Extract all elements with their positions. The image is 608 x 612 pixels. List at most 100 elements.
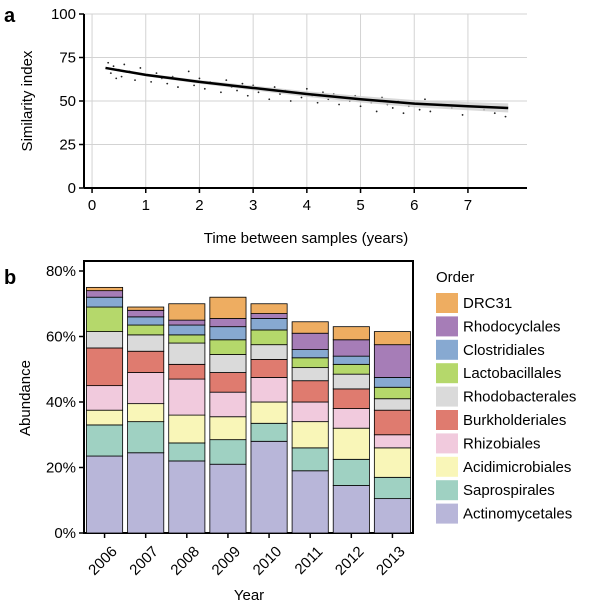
- bar-segment: [291, 380, 329, 403]
- bar-segment: [209, 439, 247, 465]
- data-point: [166, 82, 169, 85]
- bar-segment: [332, 355, 370, 365]
- data-point: [150, 80, 153, 83]
- legend-label: DRC31: [463, 295, 512, 312]
- bar-segment: [127, 421, 165, 454]
- bar-segment: [250, 377, 288, 403]
- bar-segment: [127, 350, 165, 373]
- panel-b-label: b: [4, 267, 16, 289]
- legend-swatch: [436, 433, 458, 454]
- bar-segment: [86, 347, 124, 387]
- data-point: [375, 110, 378, 113]
- bar-segment: [332, 427, 370, 460]
- data-point: [225, 79, 228, 82]
- bar-segment: [127, 334, 165, 352]
- bar-segment: [168, 342, 206, 365]
- panel-a-ylabel: Similarity index: [19, 50, 36, 151]
- data-point: [203, 87, 206, 90]
- y-tick-label: 0%: [54, 525, 76, 542]
- bar-segment: [332, 326, 370, 341]
- bar-segment: [332, 373, 370, 390]
- legend-swatch: [436, 456, 458, 477]
- legend-swatch: [436, 503, 458, 524]
- data-point: [177, 86, 179, 88]
- bar-segment: [168, 319, 206, 326]
- bar-segment: [373, 409, 411, 436]
- data-point: [139, 67, 142, 69]
- panel-a-label: a: [4, 5, 16, 27]
- bar-segment: [86, 331, 124, 349]
- y-tick-label: 80%: [46, 263, 76, 280]
- bar-segment: [332, 388, 370, 409]
- data-point: [257, 91, 260, 94]
- data-point: [236, 89, 238, 92]
- data-point: [109, 72, 112, 75]
- legend-swatch: [436, 386, 458, 407]
- bar-segment: [332, 458, 370, 486]
- data-point: [305, 87, 308, 90]
- bar-segment: [250, 440, 288, 534]
- panel-a-xlabel: Time between samples (years): [204, 230, 409, 247]
- bar-segment: [373, 476, 411, 500]
- data-point: [424, 98, 426, 101]
- legend-label: Saprospirales: [463, 482, 555, 499]
- bar-segment: [291, 357, 329, 369]
- bar-segment: [127, 324, 165, 336]
- x-tick-label: 2006: [85, 543, 121, 579]
- panel-a-scatter: 0 1 2 3 4 5 6 7 0 25 50 75 100: [51, 6, 527, 214]
- bar-segment: [168, 442, 206, 462]
- bar-segment: [373, 344, 411, 378]
- bar-segment: [86, 409, 124, 426]
- bar-segment: [168, 414, 206, 444]
- x-tick-label: 1: [142, 197, 150, 214]
- data-point: [187, 70, 190, 73]
- panel-b-stacked-bar: 2006 2007 2008 2009 2010 2011 2012 2013 0% 20% 40%…: [46, 260, 414, 579]
- bar-segment: [127, 316, 165, 326]
- bar-segment: [250, 344, 288, 360]
- bar-segment: [291, 349, 329, 359]
- bar-segment: [86, 290, 124, 298]
- bar-segment: [291, 367, 329, 382]
- bar-segment: [250, 422, 288, 442]
- legend-swatch: [436, 293, 458, 313]
- x-tick-label: 2: [195, 197, 203, 214]
- data-point: [120, 75, 123, 78]
- bar-segment: [291, 321, 329, 334]
- bar-segment: [250, 359, 288, 378]
- data-point: [300, 96, 303, 99]
- bar-segment: [291, 470, 329, 534]
- bar-segment: [209, 296, 247, 319]
- x-tick-label: 5: [356, 197, 364, 214]
- bar-segment: [209, 318, 247, 328]
- x-tick-label: 2012: [332, 543, 368, 579]
- bar-segment: [291, 401, 329, 423]
- data-point: [391, 107, 394, 109]
- bar-segment: [332, 485, 370, 534]
- bar-segment: [250, 313, 288, 319]
- bar-segment: [86, 306, 124, 332]
- data-point: [338, 103, 340, 106]
- bar-segment: [168, 460, 206, 534]
- bar-segment: [127, 403, 165, 423]
- legend-title: Order: [436, 269, 474, 286]
- x-tick-label: 2011: [292, 543, 327, 578]
- x-tick-label: 0: [88, 197, 96, 214]
- bar-segment: [209, 463, 247, 534]
- bar-segment: [373, 434, 411, 449]
- bar-segment: [86, 455, 124, 534]
- data-point: [155, 72, 158, 75]
- bar-segment: [168, 324, 206, 336]
- x-tick-label: 7: [464, 197, 472, 214]
- data-point: [115, 77, 118, 80]
- data-point: [134, 79, 136, 82]
- panel-b-xlabel: Year: [234, 587, 264, 604]
- legend-swatch: [436, 410, 458, 430]
- bar-segment: [86, 385, 124, 411]
- data-point: [241, 82, 244, 85]
- data-point: [268, 98, 271, 101]
- y-tick-label: 40%: [46, 394, 76, 411]
- x-tick-label: 6: [410, 197, 418, 214]
- legend-label: Acidimicrobiales: [463, 459, 571, 476]
- bar-segment: [209, 326, 247, 341]
- bar-segment: [332, 339, 370, 357]
